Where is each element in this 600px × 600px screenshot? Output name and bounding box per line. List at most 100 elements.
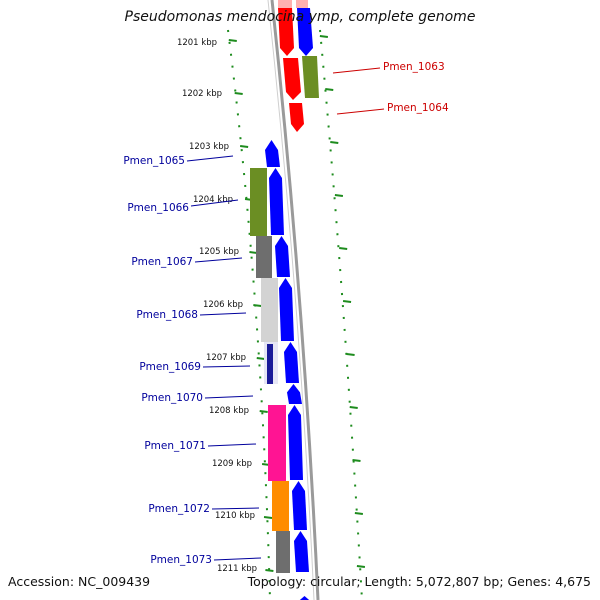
tick-mark [339, 247, 348, 250]
leader-line-1066 [190, 199, 239, 207]
tick-marks-outer [319, 35, 366, 568]
leader-line-1071 [207, 443, 257, 447]
forward-gene-labels: Pmen_1063 Pmen_1064 [332, 61, 449, 115]
gene-arrow-reverse [265, 140, 280, 167]
kbp-label: 1211 kbp [217, 564, 257, 574]
gene-label-pmen-1067[interactable]: Pmen_1067 [131, 256, 193, 268]
gene-block-olive-1066 [250, 168, 267, 236]
genome-title: Pseudomonas mendocina ymp, complete geno… [124, 9, 476, 25]
kbp-label: 1207 kbp [206, 353, 246, 363]
genes-value: 4,675 [555, 574, 591, 589]
gene-olive-1063 [302, 56, 319, 98]
forward-strand-genes [278, 0, 319, 132]
leader-line-1067 [194, 257, 243, 263]
separator: ; [356, 574, 365, 589]
gene-label-pmen-1064[interactable]: Pmen_1064 [387, 102, 449, 114]
gene-block-orange-1072 [272, 481, 289, 531]
gene-arrow-reverse [269, 168, 284, 235]
gene-arrow-reverse [275, 236, 290, 277]
genome-backbone-outer [270, 0, 320, 600]
tick-mark [354, 512, 364, 515]
tick-mark [253, 304, 262, 307]
tick-mark [239, 145, 249, 148]
reverse-strand-arrows [265, 140, 310, 600]
gene-label-pmen-1070[interactable]: Pmen_1070 [141, 392, 203, 404]
tick-mark [342, 300, 352, 303]
kbp-label: 1202 kbp [182, 89, 222, 99]
tick-mark [330, 141, 339, 144]
genome-stats: Topology: circular; Length: 5,072,807 bp… [248, 574, 591, 589]
leader-line-1072 [211, 507, 260, 510]
tick-mark [256, 357, 265, 360]
gene-blue-top [297, 8, 313, 56]
gene-arrow-reverse [299, 596, 310, 600]
leader-line-1070 [204, 395, 254, 399]
tick-mark [346, 353, 355, 356]
tick-mark [228, 39, 237, 42]
gene-red-mid [283, 58, 301, 100]
gene-label-pmen-1066[interactable]: Pmen_1066 [127, 202, 189, 214]
gene-block-lightgray-1068 [261, 278, 278, 342]
reverse-gene-labels: Pmen_1065 Pmen_1066 Pmen_1067 Pmen_1068 … [123, 155, 262, 566]
gene-arrow-reverse [287, 384, 302, 404]
accession-label: Accession: [8, 574, 75, 589]
gene-label-pmen-1069[interactable]: Pmen_1069 [139, 361, 201, 373]
gene-label-pmen-1071[interactable]: Pmen_1071 [144, 440, 206, 452]
kbp-label: 1203 kbp [189, 142, 229, 152]
length-value: 5,072,807 bp [415, 574, 500, 589]
accession-info: Accession: NC_009439 [8, 574, 150, 589]
tick-mark [325, 88, 334, 91]
length-label: Length: [364, 574, 412, 589]
gene-red-top [278, 8, 294, 56]
tick-mark [349, 406, 358, 409]
leader-line-1068 [199, 312, 247, 316]
tick-mark [334, 194, 344, 197]
tick-mark [356, 565, 366, 568]
kbp-labels: 1201 kbp 1202 kbp 1203 kbp 1204 kbp 1205… [177, 38, 257, 574]
gene-block-navy-1069 [267, 344, 273, 384]
genome-backbone-inner [267, 0, 315, 600]
gene-label-pmen-1072[interactable]: Pmen_1072 [148, 503, 210, 515]
tick-mark [259, 410, 268, 413]
leader-line-1069 [202, 365, 251, 368]
leader-line-1064 [336, 108, 385, 115]
tick-mark [263, 516, 273, 519]
leader-line-1073 [213, 557, 262, 561]
gene-arrow-reverse [279, 278, 294, 341]
gene-arrow-reverse [292, 481, 307, 530]
kbp-label: 1210 kbp [215, 511, 255, 521]
kbp-label: 1201 kbp [177, 38, 217, 48]
gene-arrow-reverse [288, 405, 303, 480]
kbp-label: 1205 kbp [199, 247, 239, 257]
genes-label: Genes: [507, 574, 552, 589]
kbp-label: 1204 kbp [193, 195, 233, 205]
topology-value: circular [310, 574, 357, 589]
tick-mark [265, 569, 274, 572]
gene-block-faded-top [278, 0, 292, 8]
outer-dotted-ring [319, 29, 363, 600]
gene-block-pink-1071 [268, 405, 286, 481]
kbp-label: 1209 kbp [212, 459, 252, 469]
gene-label-pmen-1068[interactable]: Pmen_1068 [136, 309, 198, 321]
tick-mark [234, 92, 243, 95]
gene-label-pmen-1063[interactable]: Pmen_1063 [383, 61, 445, 73]
tick-mark [319, 35, 328, 38]
topology-label: Topology: [247, 574, 307, 589]
tick-mark [352, 459, 361, 462]
kbp-label: 1208 kbp [209, 406, 249, 416]
gene-block-faded-top-2 [296, 0, 308, 8]
reverse-strand-blocks [250, 168, 290, 573]
leader-line-1065 [186, 155, 234, 162]
kbp-label: 1206 kbp [203, 300, 243, 310]
tick-marks-inner [228, 39, 274, 572]
gene-arrow-reverse [294, 531, 309, 572]
separator: ; [499, 574, 508, 589]
gene-label-pmen-1065[interactable]: Pmen_1065 [123, 155, 185, 167]
gene-block-gray-1067 [256, 236, 272, 278]
gene-red-1064 [289, 103, 304, 132]
gene-label-pmen-1073[interactable]: Pmen_1073 [150, 554, 212, 566]
leader-line-1063 [332, 67, 381, 74]
gene-arrow-reverse [284, 342, 299, 383]
accession-value: NC_009439 [78, 574, 151, 589]
